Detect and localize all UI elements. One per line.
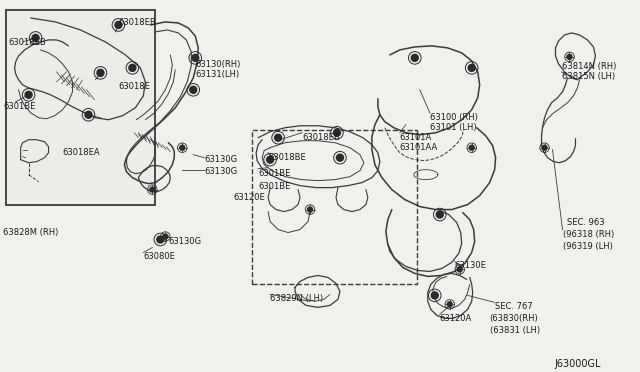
Circle shape bbox=[150, 187, 155, 192]
Circle shape bbox=[457, 267, 462, 272]
Circle shape bbox=[567, 54, 572, 60]
Text: SEC. 963: SEC. 963 bbox=[568, 218, 605, 227]
Text: 6301BE: 6301BE bbox=[258, 169, 291, 178]
Circle shape bbox=[115, 22, 122, 28]
Text: 63100 (RH): 63100 (RH) bbox=[430, 113, 477, 122]
Circle shape bbox=[25, 91, 32, 98]
Text: (96318 (RH): (96318 (RH) bbox=[563, 230, 614, 238]
Text: 63814N (RH): 63814N (RH) bbox=[561, 62, 616, 71]
Circle shape bbox=[32, 35, 39, 41]
Text: 63130G: 63130G bbox=[204, 167, 237, 176]
Circle shape bbox=[190, 86, 196, 93]
Text: (63830(RH): (63830(RH) bbox=[490, 314, 538, 323]
Text: 63101A: 63101A bbox=[400, 133, 432, 142]
Text: 63018EB: 63018EB bbox=[302, 133, 340, 142]
Text: 63101 (LH): 63101 (LH) bbox=[430, 123, 476, 132]
Text: 63130E: 63130E bbox=[455, 262, 486, 270]
Text: 63101AA: 63101AA bbox=[400, 143, 438, 152]
Text: (96319 (LH): (96319 (LH) bbox=[563, 241, 612, 250]
Circle shape bbox=[180, 145, 185, 150]
Text: 6301BE: 6301BE bbox=[258, 182, 291, 190]
Circle shape bbox=[542, 145, 547, 150]
Text: 63130G: 63130G bbox=[168, 237, 202, 246]
Text: 63120E: 63120E bbox=[233, 193, 265, 202]
Circle shape bbox=[129, 64, 136, 71]
Circle shape bbox=[97, 69, 104, 76]
Circle shape bbox=[436, 211, 444, 218]
Text: 63828M (RH): 63828M (RH) bbox=[3, 228, 58, 237]
Circle shape bbox=[431, 292, 438, 299]
Circle shape bbox=[308, 207, 312, 212]
Circle shape bbox=[412, 54, 419, 61]
Circle shape bbox=[192, 54, 199, 61]
Text: 63018EB: 63018EB bbox=[8, 38, 46, 47]
Text: 63018BE: 63018BE bbox=[268, 153, 306, 162]
Circle shape bbox=[469, 145, 474, 150]
Text: 63131(LH): 63131(LH) bbox=[195, 70, 239, 79]
Text: 63018E: 63018E bbox=[118, 82, 150, 91]
Text: 63815N (LH): 63815N (LH) bbox=[561, 72, 614, 81]
Text: (63831 (LH): (63831 (LH) bbox=[490, 326, 540, 335]
Circle shape bbox=[267, 156, 273, 163]
Text: 63120A: 63120A bbox=[440, 314, 472, 323]
Circle shape bbox=[337, 154, 344, 161]
Circle shape bbox=[275, 134, 282, 141]
Text: 63080E: 63080E bbox=[143, 253, 175, 262]
Text: 63829N (LH): 63829N (LH) bbox=[270, 294, 323, 304]
Circle shape bbox=[85, 111, 92, 118]
Text: SEC. 767: SEC. 767 bbox=[495, 302, 532, 311]
Circle shape bbox=[157, 236, 164, 243]
Circle shape bbox=[333, 129, 340, 136]
Circle shape bbox=[447, 302, 452, 307]
Text: 63130(RH): 63130(RH) bbox=[195, 60, 241, 69]
Text: 63130G: 63130G bbox=[204, 155, 237, 164]
Text: J63000GL: J63000GL bbox=[554, 359, 601, 369]
Circle shape bbox=[163, 234, 168, 239]
Text: 63018EB: 63018EB bbox=[118, 18, 156, 27]
Text: 6301BE: 6301BE bbox=[4, 102, 36, 111]
Circle shape bbox=[468, 64, 475, 71]
Text: 63018EA: 63018EA bbox=[63, 148, 100, 157]
FancyBboxPatch shape bbox=[6, 10, 156, 205]
